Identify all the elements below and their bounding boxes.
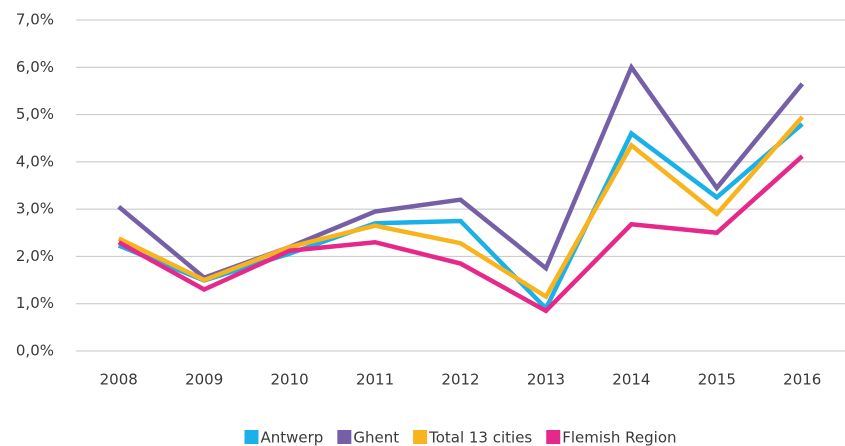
legend-label: Ghent bbox=[353, 429, 399, 446]
y-tick-label: 1,0% bbox=[16, 294, 54, 312]
series-line bbox=[117, 154, 804, 314]
y-tick-label: 5,0% bbox=[16, 105, 54, 123]
x-tick-label: 2013 bbox=[527, 371, 565, 389]
series-line bbox=[117, 62, 805, 281]
legend: Antwerp Ghent Total 13 cities Flemish Regio… bbox=[244, 429, 677, 446]
x-tick-label: 2008 bbox=[100, 371, 138, 389]
y-tick-label: 2,0% bbox=[16, 247, 54, 265]
x-tick-label: 2009 bbox=[185, 371, 223, 389]
y-tick-label: 7,0% bbox=[16, 11, 54, 29]
y-tick-label: 6,0% bbox=[16, 58, 54, 76]
x-tick-label: 2014 bbox=[612, 371, 650, 389]
legend-label: Antwerp bbox=[260, 429, 323, 446]
x-tick-label: 2015 bbox=[698, 371, 736, 389]
legend-swatch bbox=[546, 430, 561, 444]
x-tick-label: 2011 bbox=[356, 371, 394, 389]
legend-label: Flemish Region bbox=[562, 429, 676, 446]
x-tick-label: 2012 bbox=[441, 371, 479, 389]
series-line bbox=[117, 115, 804, 300]
series-line bbox=[117, 122, 804, 313]
y-tick-label: 0,0% bbox=[16, 342, 54, 360]
y-tick-label: 3,0% bbox=[16, 200, 54, 218]
x-tick-label: 2016 bbox=[783, 371, 821, 389]
legend-swatch bbox=[337, 430, 352, 444]
legend-label: Total 13 cities bbox=[428, 429, 532, 446]
legend-swatch bbox=[244, 430, 259, 444]
y-tick-label: 4,0% bbox=[16, 152, 54, 170]
x-tick-label: 2010 bbox=[271, 371, 309, 389]
legend-swatch bbox=[413, 430, 428, 444]
